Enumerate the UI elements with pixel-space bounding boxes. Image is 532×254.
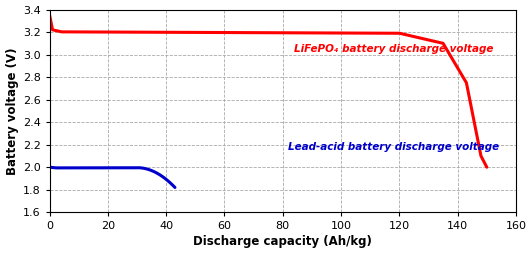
Text: LiFePO₄ battery discharge voltage: LiFePO₄ battery discharge voltage xyxy=(294,44,493,54)
X-axis label: Discharge capacity (Ah/kg): Discharge capacity (Ah/kg) xyxy=(193,235,372,248)
Y-axis label: Battery voltage (V): Battery voltage (V) xyxy=(5,47,19,175)
Text: Lead-acid battery discharge voltage: Lead-acid battery discharge voltage xyxy=(288,142,499,152)
